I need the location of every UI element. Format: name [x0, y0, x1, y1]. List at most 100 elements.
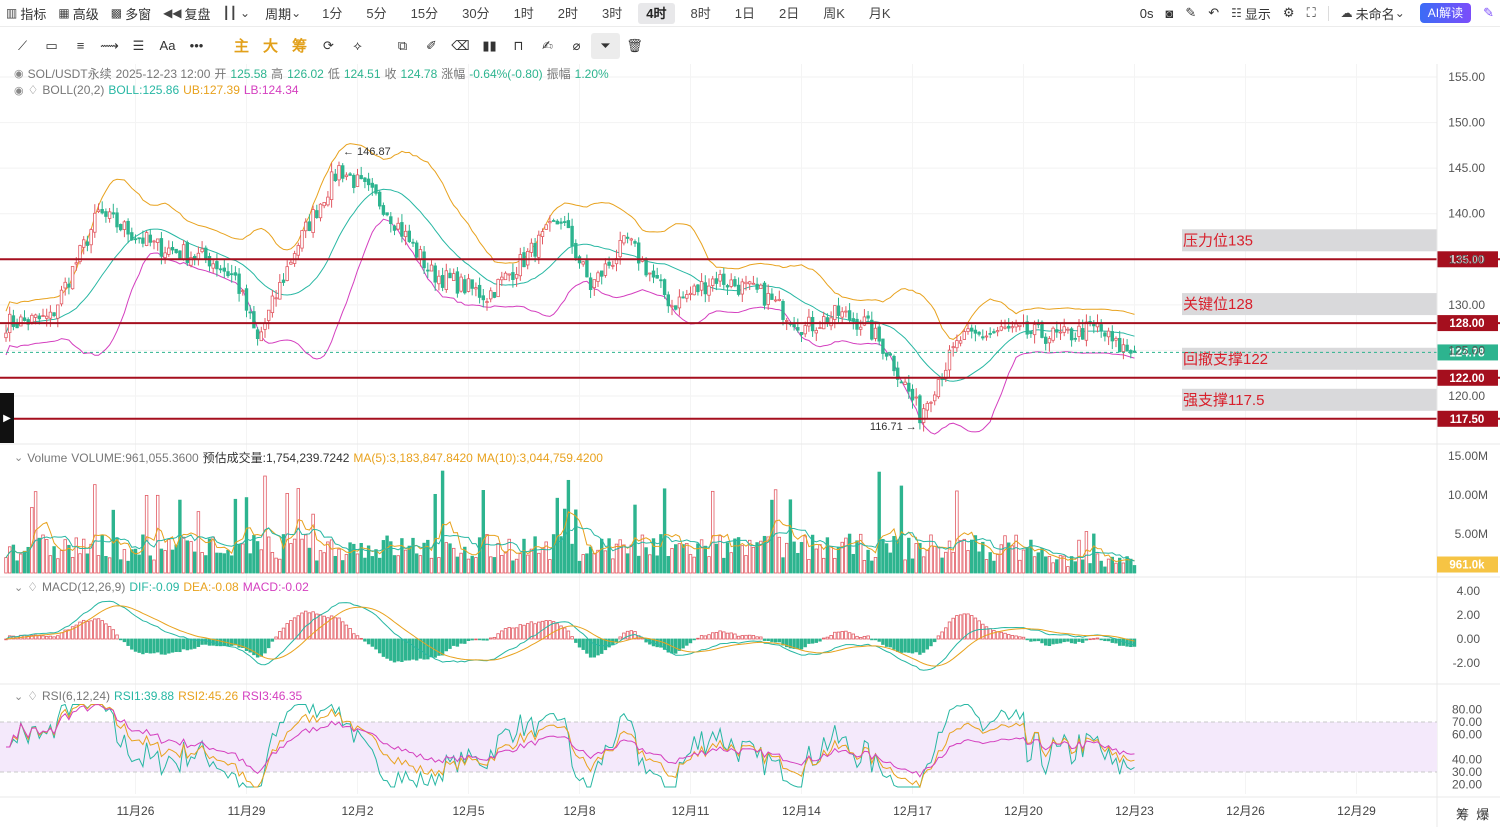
collapse-icon[interactable]: ⌄ [14, 690, 24, 703]
macd-histogram-bar [766, 638, 770, 641]
macd-histogram-bar [685, 638, 689, 646]
settings-button[interactable]: ⚙ [1277, 0, 1301, 27]
macd-histogram-bar [618, 636, 622, 640]
macd-histogram-bar [862, 635, 867, 640]
chip-button[interactable]: 筹 [291, 38, 307, 55]
candle-body [130, 232, 134, 241]
period-11[interactable]: 周K [823, 5, 845, 21]
rsi-tick-label: 30.00 [1452, 765, 1482, 779]
pen-button[interactable]: ✎ [1179, 0, 1202, 27]
macd-histogram-bar [537, 621, 541, 640]
macd-histogram-bar [511, 627, 515, 640]
more-tools[interactable]: ••• [182, 33, 211, 59]
macd-histogram-bar [407, 638, 411, 661]
candle-body [174, 248, 178, 254]
macd-histogram-bar [518, 624, 522, 640]
candle-body [377, 191, 382, 207]
advanced-button[interactable]: ▦ 高级 [58, 6, 99, 22]
candle-body [26, 319, 30, 325]
candle-body [463, 279, 467, 294]
sync-tool[interactable]: ⟳ [314, 33, 343, 59]
period-7[interactable]: 4时 [638, 2, 675, 24]
macd-histogram-bar [884, 638, 889, 647]
measure-tool[interactable]: ⟡ [343, 33, 372, 59]
period-5[interactable]: 2时 [557, 5, 579, 21]
candle-body [303, 221, 308, 232]
volume-bar [1062, 555, 1066, 574]
period-8[interactable]: 8时 [690, 5, 711, 21]
chart-type-button[interactable]: ┃┃ ⌄ [217, 0, 260, 27]
bell-icon[interactable]: ♢ [27, 689, 38, 703]
macd-histogram-bar [903, 638, 907, 653]
volume-bar [433, 493, 437, 574]
volume-bar [1106, 558, 1111, 574]
brush-tool[interactable]: ✐ [417, 33, 446, 59]
candle-body [659, 279, 663, 282]
bell-icon[interactable]: ♢ [27, 83, 39, 97]
candle-body [888, 353, 892, 356]
candle-body [910, 388, 915, 401]
period-10[interactable]: 2日 [778, 5, 800, 21]
main-force-button[interactable]: 主 [233, 38, 249, 55]
volume-bar [651, 538, 656, 574]
chart-canvas[interactable]: 压力位135 135.00 关键位128 128.00 回撤支撑122 122.00 强支撑… [0, 64, 1500, 827]
period-6[interactable]: 3时 [602, 5, 623, 21]
multi-window-button[interactable]: ▩ 多窗 [110, 6, 152, 22]
eraser-tool[interactable]: ⌫ [446, 33, 475, 59]
volume-bar [1029, 539, 1033, 574]
fullscreen-button[interactable]: ⛶ [1301, 0, 1322, 27]
period-2[interactable]: 15分 [410, 5, 439, 21]
candle-body [426, 269, 430, 272]
collapse-icon[interactable]: ⌄ [14, 452, 24, 464]
magic-button[interactable]: ✎ [1477, 0, 1500, 27]
macd-histogram-bar [237, 638, 241, 648]
open-value: 125.58 [230, 66, 268, 81]
delete-tool[interactable]: 🗑 [620, 33, 649, 59]
side-panel-toggle[interactable]: ▶ [0, 393, 14, 443]
period-4[interactable]: 1时 [513, 5, 534, 21]
collapse-icon[interactable]: ⌄ [14, 581, 24, 594]
candle-body [1092, 323, 1096, 327]
level-tag-bg [1437, 251, 1498, 268]
copy-tool[interactable]: ⧉ [388, 33, 417, 59]
candle-body [588, 277, 593, 291]
macd-histogram-bar [825, 636, 830, 640]
candle-body [637, 242, 641, 264]
trend-tool[interactable]: ⟿ [95, 33, 124, 59]
period-1[interactable]: 5分 [366, 5, 387, 21]
lock-tool[interactable]: ⊓ [504, 33, 533, 59]
line-tool[interactable]: ⟋ [8, 33, 37, 59]
chip-corner-button[interactable]: 筹 [1456, 807, 1470, 822]
volume-bar [1007, 542, 1011, 574]
ai-explain-button[interactable]: AI解读 [1419, 3, 1472, 23]
hline-tool[interactable]: ≡ [66, 33, 95, 59]
display-button[interactable]: ☷ 显示 [1231, 6, 1271, 22]
rect-tool[interactable]: ▭ [37, 33, 66, 59]
volume-bar [696, 543, 700, 574]
period-dropdown[interactable]: 周期 ⌄ [265, 6, 302, 22]
undo-button[interactable]: ↶ [1202, 0, 1225, 27]
candle-body [596, 272, 600, 282]
liquidation-corner-button[interactable]: 爆 [1476, 807, 1490, 822]
period-0[interactable]: 1分 [322, 5, 343, 21]
period-9[interactable]: 1日 [734, 5, 755, 21]
candle-body [381, 205, 386, 215]
fib-tool[interactable]: ☰ [124, 33, 153, 59]
camera-button[interactable]: ◙ [1159, 0, 1179, 27]
eye-icon[interactable]: ◉ [14, 84, 24, 97]
filter-tool[interactable]: ⏷ [591, 32, 620, 59]
magnet-tool[interactable]: ⌀ [562, 33, 591, 59]
big-order-button[interactable]: 大 [262, 38, 278, 55]
volume-bar [119, 559, 123, 574]
bars-tool[interactable]: ▮▮ [475, 33, 504, 59]
eye-icon[interactable]: ◉ [14, 68, 24, 80]
text-tool[interactable]: Aa [153, 33, 182, 59]
macd-histogram-bar [381, 638, 386, 657]
indicators-button[interactable]: ▥ 指标 [6, 6, 47, 22]
note-tool[interactable]: ✍ [533, 33, 562, 59]
replay-button[interactable]: ◀◀ 复盘 [163, 6, 211, 22]
bell-icon[interactable]: ♢ [27, 580, 38, 594]
period-3[interactable]: 30分 [462, 5, 490, 21]
layout-name-button[interactable]: ☁ 未命名 ⌄ [1340, 6, 1405, 22]
period-12[interactable]: 月K [868, 5, 891, 21]
